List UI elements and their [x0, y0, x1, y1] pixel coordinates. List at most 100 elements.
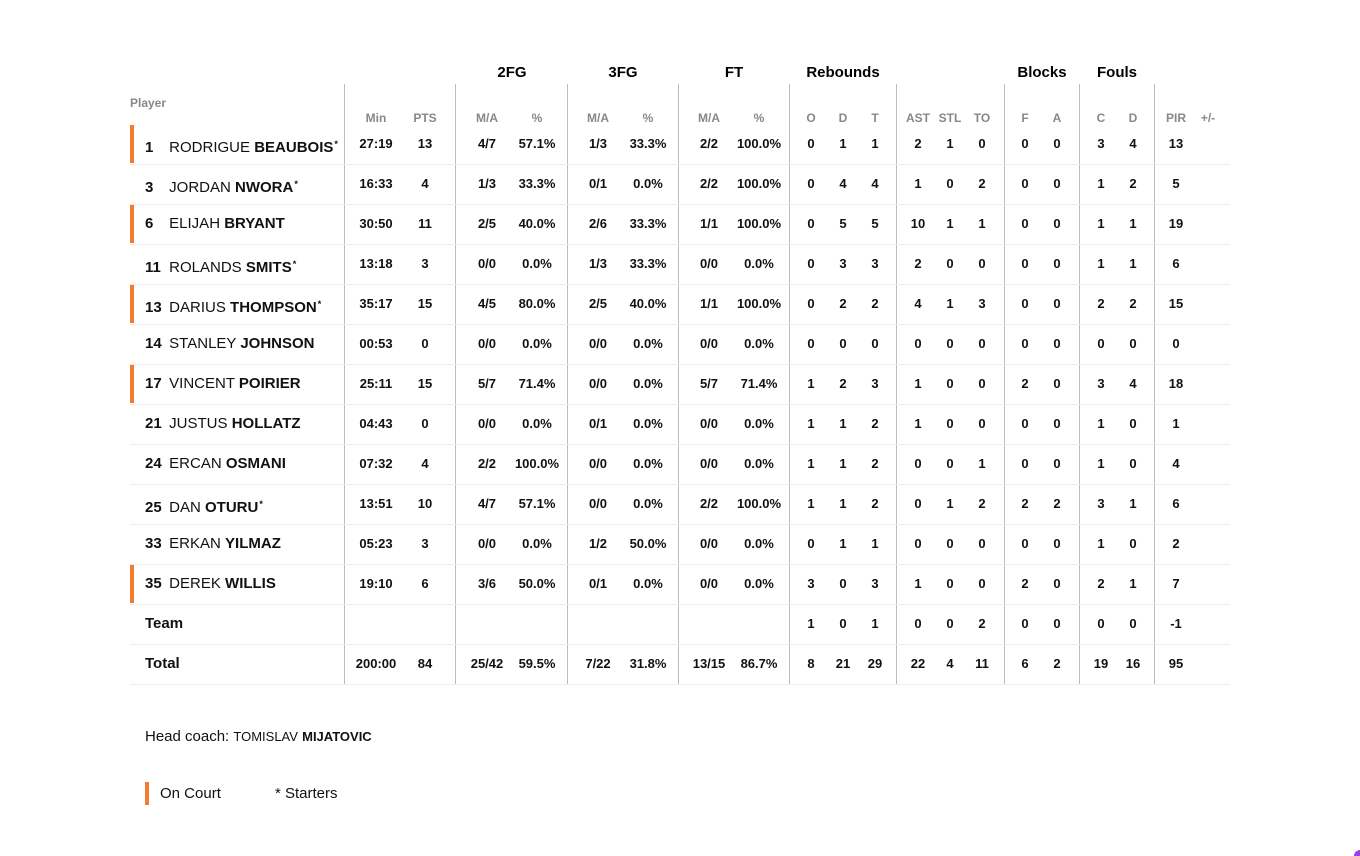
stat-to: 0	[978, 256, 986, 271]
player-row[interactable]: 13 DARIUS THOMPSON* 35:17 15 4/5 80.0% 2/5 40.…	[130, 284, 1230, 325]
stat-pts: 0	[421, 336, 429, 351]
stat-ft-pct: 0.0%	[744, 576, 774, 591]
stat-3fg-pct: 33.3%	[629, 216, 667, 231]
stat-to: 0	[978, 336, 986, 351]
stat-2fg-pct: 100.0%	[514, 456, 560, 471]
stat-2fg-pct: 57.1%	[518, 136, 556, 151]
player-name[interactable]: 17 VINCENT POIRIER	[145, 364, 301, 404]
stat-reb-d: 1	[839, 416, 847, 431]
player-row[interactable]: 24 ERCAN OSMANI 07:32 4 2/2 100.0% 0/0 0.0% 0/0…	[130, 444, 1230, 485]
player-row[interactable]: 25 DAN OTURU* 13:51 10 4/7 57.1% 0/0 0.0% 2/2 10…	[130, 484, 1230, 525]
player-name[interactable]: 11 ROLANDS SMITS*	[145, 244, 296, 288]
stat-foul-c: 2	[1097, 296, 1105, 311]
stat-blk-a: 0	[1053, 296, 1061, 311]
stat-min: 25:11	[359, 376, 393, 391]
stat-foul-d: 2	[1129, 176, 1137, 191]
group-header-rebounds: Rebounds	[806, 64, 880, 81]
stat-blk-f: 0	[1021, 536, 1029, 551]
player-row[interactable]: 33 ERKAN YILMAZ 05:23 3 0/0 0.0% 1/2 50.0% 0/0 0…	[130, 524, 1230, 565]
stat-blk-a: 0	[1053, 616, 1061, 631]
stat-2fg-pct: 50.0%	[518, 576, 556, 591]
stat-reb-t: 5	[871, 216, 879, 231]
stat-ft-ma: 2/2	[699, 176, 719, 191]
stat-stl: 0	[946, 416, 954, 431]
stat-stl: 0	[946, 256, 954, 271]
player-name[interactable]: 3 JORDAN NWORA*	[145, 164, 298, 208]
stat-foul-c: 1	[1097, 256, 1105, 271]
player-row[interactable]: 1 RODRIGUE BEAUBOIS* 27:19 13 4/7 57.1% 1/3 33…	[130, 124, 1230, 165]
player-name[interactable]: 21 JUSTUS HOLLATZ	[145, 404, 301, 444]
column-header-to: TO	[973, 111, 991, 125]
stat-ast: 0	[914, 536, 922, 551]
stat-ast: 22	[910, 656, 926, 671]
starter-marker: *	[259, 499, 263, 509]
column-header-ft-ma: M/A	[698, 111, 720, 125]
stat-blk-f: 0	[1021, 136, 1029, 151]
stat-3fg-ma: 0/1	[588, 416, 608, 431]
stat-reb-o: 1	[807, 496, 815, 511]
stat-2fg-pct: 0.0%	[522, 536, 552, 551]
stat-reb-d: 0	[839, 336, 847, 351]
stat-blk-f: 0	[1021, 256, 1029, 271]
player-row[interactable]: 6 ELIJAH BRYANT 30:50 11 2/5 40.0% 2/6 33.3% 1/…	[130, 204, 1230, 245]
player-name[interactable]: 25 DAN OTURU*	[145, 484, 263, 528]
stat-to: 0	[978, 576, 986, 591]
stat-2fg-pct: 33.3%	[518, 176, 556, 191]
stat-2fg-ma: 0/0	[477, 416, 497, 431]
stat-ast: 10	[910, 216, 926, 231]
stat-2fg-ma: 2/5	[477, 216, 497, 231]
stat-reb-o: 3	[807, 576, 815, 591]
player-name[interactable]: 13 DARIUS THOMPSON*	[145, 284, 321, 328]
stat-reb-o: 1	[807, 416, 815, 431]
stat-reb-t: 2	[871, 416, 879, 431]
stat-3fg-ma: 7/22	[585, 656, 611, 671]
player-name[interactable]: 33 ERKAN YILMAZ	[145, 524, 281, 564]
stat-blk-a: 0	[1053, 576, 1061, 591]
stat-stl: 1	[946, 216, 954, 231]
player-row[interactable]: 3 JORDAN NWORA* 16:33 4 1/3 33.3% 0/1 0.0% 2/2 1…	[130, 164, 1230, 205]
stat-to: 1	[978, 216, 986, 231]
stat-min: 19:10	[359, 576, 393, 591]
stat-stl: 0	[946, 176, 954, 191]
stat-ft-ma: 5/7	[699, 376, 719, 391]
stat-pts: 0	[421, 416, 429, 431]
player-name[interactable]: 35 DEREK WILLIS	[145, 564, 276, 604]
stat-3fg-pct: 50.0%	[629, 536, 667, 551]
stat-reb-d: 1	[839, 136, 847, 151]
stat-blk-a: 2	[1053, 496, 1061, 511]
stat-reb-o: 8	[807, 656, 815, 671]
player-number: 3	[145, 179, 154, 196]
stat-pir: 2	[1172, 536, 1180, 551]
stat-reb-d: 21	[835, 656, 851, 671]
player-number: 17	[145, 375, 162, 392]
stat-foul-c: 1	[1097, 416, 1105, 431]
stat-foul-c: 3	[1097, 496, 1105, 511]
player-name[interactable]: 14 STANLEY JOHNSON	[145, 324, 315, 364]
column-divider	[567, 84, 568, 684]
stat-3fg-ma: 0/0	[588, 336, 608, 351]
stat-ft-pct: 0.0%	[744, 336, 774, 351]
player-name[interactable]: 1 RODRIGUE BEAUBOIS*	[145, 124, 338, 168]
stat-ft-pct: 100.0%	[736, 496, 782, 511]
stat-to: 11	[975, 656, 989, 671]
stat-pts: 3	[421, 256, 429, 271]
stat-reb-t: 1	[871, 536, 879, 551]
stat-min: 00:53	[359, 336, 393, 351]
stat-pir: 5	[1172, 176, 1180, 191]
stat-blk-a: 0	[1053, 336, 1061, 351]
player-row[interactable]: 21 JUSTUS HOLLATZ 04:43 0 0/0 0.0% 0/1 0.0% 0/0…	[130, 404, 1230, 445]
stat-pts: 3	[421, 536, 429, 551]
stat-stl: 0	[946, 576, 954, 591]
player-name[interactable]: 24 ERCAN OSMANI	[145, 444, 286, 484]
stat-ft-ma: 1/1	[699, 296, 719, 311]
stat-ft-ma: 2/2	[699, 136, 719, 151]
player-row[interactable]: 17 VINCENT POIRIER 25:11 15 5/7 71.4% 0/0 0.0%…	[130, 364, 1230, 405]
stat-to: 0	[978, 416, 986, 431]
stat-2fg-pct: 0.0%	[522, 416, 552, 431]
stat-ast: 4	[914, 296, 922, 311]
player-row[interactable]: 11 ROLANDS SMITS* 13:18 3 0/0 0.0% 1/3 33.3% 0/…	[130, 244, 1230, 285]
player-row[interactable]: 14 STANLEY JOHNSON 00:53 0 0/0 0.0% 0/0 0.0% 0/…	[130, 324, 1230, 365]
stat-foul-c: 19	[1093, 656, 1109, 671]
player-row[interactable]: 35 DEREK WILLIS 19:10 6 3/6 50.0% 0/1 0.0% 0/0 0…	[130, 564, 1230, 605]
player-name[interactable]: 6 ELIJAH BRYANT	[145, 204, 285, 244]
